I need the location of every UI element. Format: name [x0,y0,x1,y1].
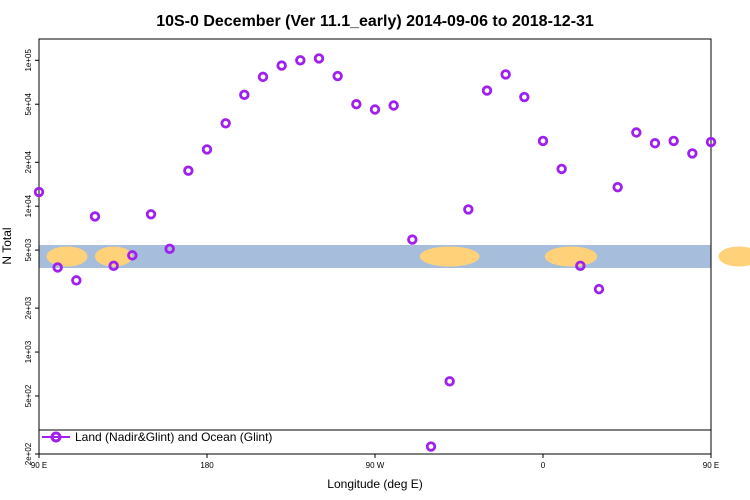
data-point [351,99,362,110]
data-point [239,89,250,101]
y-tick-label: 2e+02 [24,442,33,465]
data-point [407,234,418,245]
legend-label: Land (Nadir&Glint) and Ocean (Glint) [75,430,272,444]
land-maritime-se-asia-2 [718,246,750,267]
y-tick-label: 1e+05 [24,49,33,72]
data-point [500,69,511,80]
data-point [463,204,474,215]
data-point [332,70,343,82]
data-point [575,260,586,272]
x-tick-label: 90 E [31,461,47,470]
data-point [201,144,213,155]
data-point [481,85,493,96]
world-map-band [39,245,750,268]
x-tick-label: 90 E [703,461,719,470]
data-point [220,118,231,129]
data-point [127,250,138,261]
y-tick-label: 5e+04 [24,92,33,115]
y-tick-label: 1e+04 [24,194,33,217]
data-point [108,260,119,272]
data-point [444,376,455,387]
data-point [537,135,549,147]
data-point [164,243,175,255]
data-point [52,262,63,273]
data-points [33,53,717,452]
data-point [668,135,679,147]
data-point [612,181,623,193]
y-tick-label: 5e+02 [24,384,33,407]
y-axis: 2e+02 5e+02 1e+03 2e+03 5e+03 1e+04 2e+04 5e+04… [24,49,39,465]
data-point [89,211,101,222]
land-maritime-se-asia [46,246,88,267]
legend-marker [50,431,62,443]
data-point [631,127,642,138]
y-tick-label: 1e+03 [24,340,33,363]
land-africa [544,246,598,267]
legend: Land (Nadir&Glint) and Ocean (Glint) [42,430,272,444]
y-axis-label: N Total [0,227,14,264]
x-tick-label: 90 W [366,461,385,470]
data-point [369,104,381,115]
data-point [183,165,194,176]
data-point [276,60,287,71]
data-point [687,148,698,159]
map-ocean [39,245,711,268]
data-point [295,55,306,66]
data-point [145,209,157,220]
data-point [313,53,325,64]
x-tick-label: 180 [200,461,214,470]
land-new-guinea-australia [95,246,133,267]
data-point [71,275,82,286]
data-point [33,186,45,198]
x-axis-label: Longitude (deg E) [327,477,422,491]
data-point [705,136,717,148]
chart-title: 10S-0 December (Ver 11.1_early) 2014-09-… [156,13,594,30]
y-tick-label: 2e+04 [24,150,33,173]
data-point [425,441,437,452]
land-south-america [419,246,480,267]
data-point [556,163,567,175]
x-tick-label: 0 [541,461,546,470]
y-tick-label: 2e+03 [24,296,33,319]
data-point [388,100,399,111]
x-axis: 90 E 180 90 W 0 90 E [31,454,719,470]
data-point [257,71,269,83]
data-point [519,91,530,103]
data-point [593,283,605,295]
map-land [46,246,750,267]
y-tick-label: 5e+03 [24,238,33,261]
data-point [649,138,661,149]
